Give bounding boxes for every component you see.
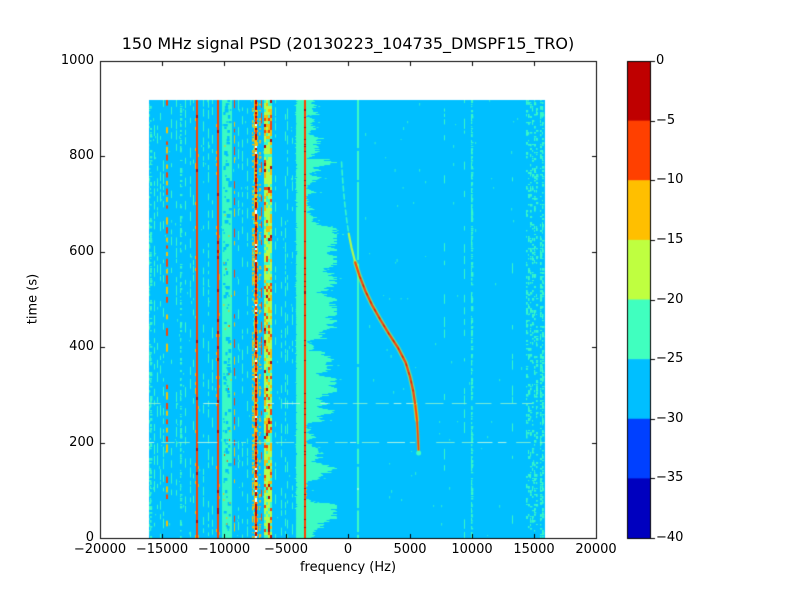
y-tick-label: 400	[69, 339, 94, 355]
x-tick-label: 20000	[575, 542, 617, 557]
y-tick-label: 0	[85, 530, 94, 545]
x-tick-label: −10000	[197, 542, 251, 557]
x-tick-label: 10000	[451, 542, 493, 557]
y-tick-label: 200	[69, 434, 94, 450]
colorbar-tick-label: 0	[656, 53, 665, 68]
x-tick-label: −15000	[135, 542, 189, 557]
chart-title: 150 MHz signal PSD (20130223_104735_DMSP…	[121, 34, 575, 53]
colorbar-tick-label: −40	[656, 530, 684, 545]
colorbar-tick-label: −20	[656, 291, 684, 307]
y-tick-label: 800	[69, 148, 94, 164]
x-tick-label: −5000	[264, 542, 308, 557]
x-tick-label: 15000	[513, 542, 555, 557]
colorbar-tick-label: −10	[656, 172, 684, 188]
x-axis-label: frequency (Hz)	[299, 560, 397, 575]
colorbar-tick-label: −25	[656, 351, 684, 367]
x-tick-label: 5000	[393, 542, 427, 557]
colorbar-tick-label: −5	[656, 112, 676, 128]
colorbar-tick-label: −35	[656, 470, 684, 486]
x-tick-label: 0	[343, 542, 353, 557]
colorbar-tick-label: −30	[656, 410, 684, 426]
y-axis-label: time (s)	[25, 273, 41, 325]
y-tick-label: 600	[69, 243, 94, 259]
colorbar-tick-label: −15	[656, 231, 684, 247]
x-tick-label: −20000	[73, 542, 127, 557]
y-tick-label: 1000	[60, 53, 94, 68]
